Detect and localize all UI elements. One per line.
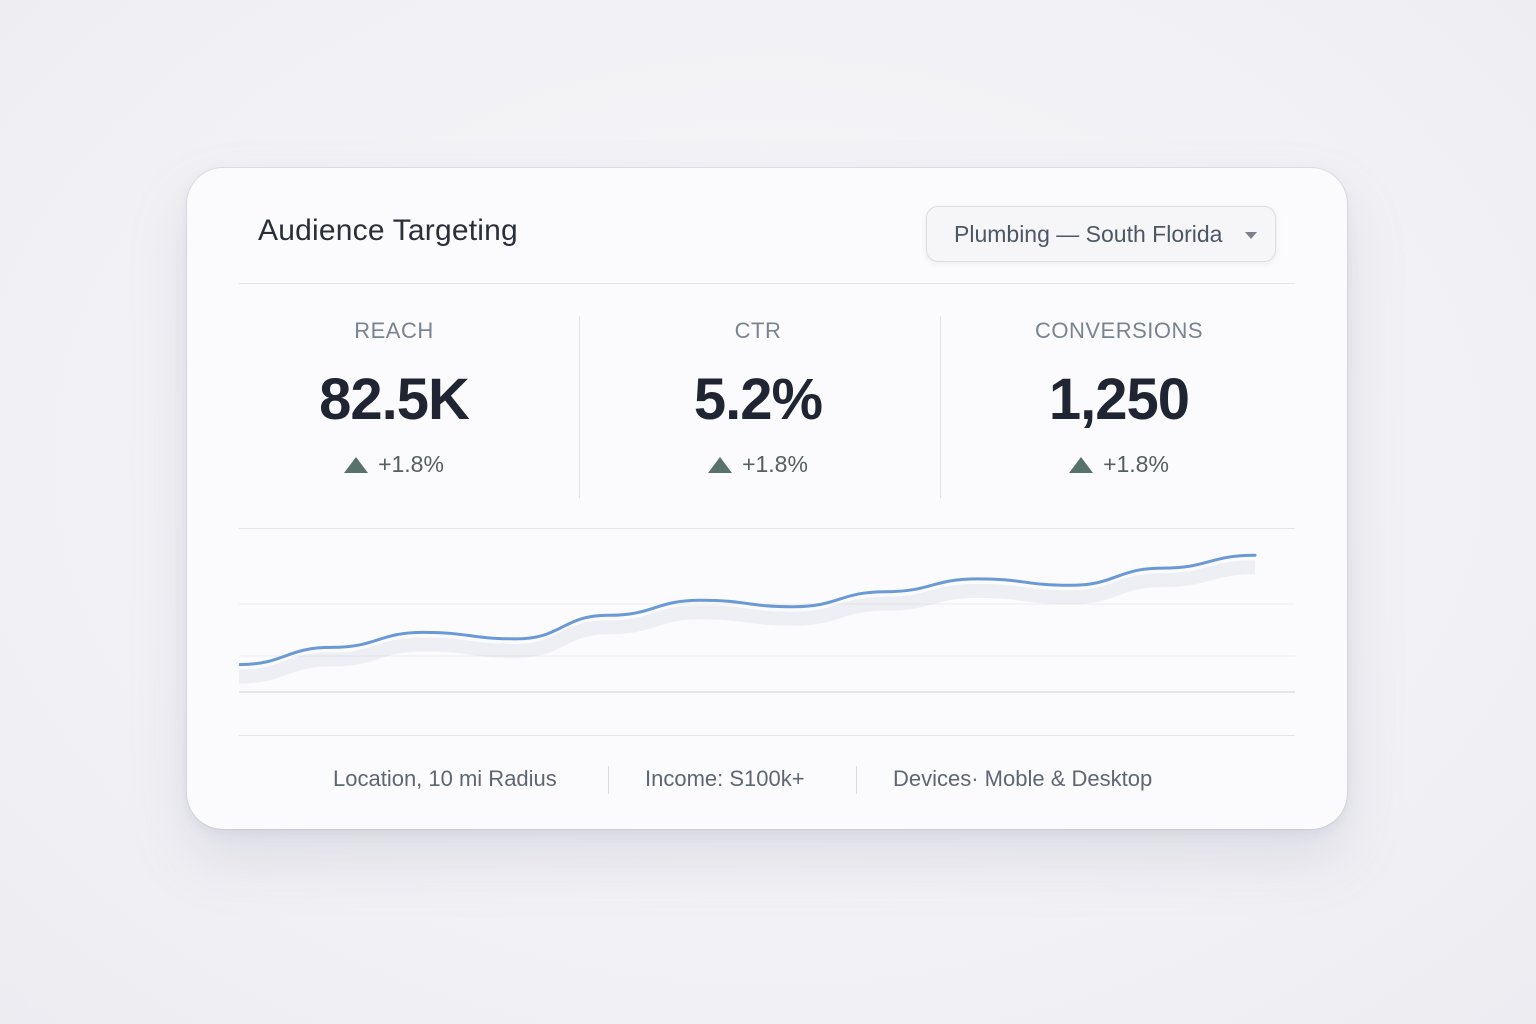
segment-dropdown-value: Plumbing — South Florida [954,220,1223,247]
header-divider [239,283,1295,284]
series-line [239,553,1257,667]
metric-delta-text: +1.8% [378,451,444,477]
trend-line-chart [239,553,1295,693]
metric-conversions: CONVERSIONS 1,250 +1.8% [954,318,1284,478]
metric-delta: +1.8% [593,451,923,478]
segment-dropdown[interactable]: Plumbing — South Florida [926,206,1276,262]
criteria-divider [608,766,609,794]
metrics-divider [239,528,1295,529]
audience-targeting-card: Audience Targeting Plumbing — South Flor… [187,168,1347,829]
metric-reach: REACH 82.5K +1.8% [229,318,559,478]
metric-delta-text: +1.8% [742,451,808,477]
metric-label: CONVERSIONS [1034,318,1204,343]
criteria-divider [856,766,857,794]
metric-value: 5.2% [693,367,823,432]
metric-divider [579,316,580,498]
targeting-criteria: Location, 10 mi Radius Income: S100k+ De… [187,766,1347,796]
metric-label: REACH [354,318,434,343]
metric-value: 82.5K [319,367,470,432]
metric-ctr: CTR 5.2% +1.8% [593,318,923,478]
metric-delta: +1.8% [954,451,1284,478]
arrow-up-icon [344,456,369,473]
arrow-up-icon [708,456,733,473]
criteria-income: Income: S100k+ [645,766,805,791]
criteria-devices: Devices· Moble & Desktop [893,766,1153,791]
footer-divider [239,735,1295,736]
criteria-location: Location, 10 mi Radius [333,766,557,791]
chevron-down-icon [1245,232,1257,239]
metric-delta-text: +1.8% [1103,451,1169,477]
series-line-shadow [239,560,1256,684]
card-title: Audience Targeting [258,214,518,247]
metric-divider [940,316,941,498]
metric-label: CTR [734,318,782,343]
arrow-up-icon [1069,456,1094,473]
metric-delta: +1.8% [229,451,559,478]
metric-value: 1,250 [1048,367,1190,432]
